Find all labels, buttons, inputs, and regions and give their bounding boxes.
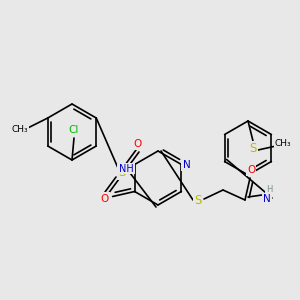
Text: O: O bbox=[102, 195, 110, 205]
Text: S: S bbox=[249, 142, 257, 155]
Text: N: N bbox=[182, 160, 190, 170]
Text: S: S bbox=[118, 166, 126, 178]
Text: CH₃: CH₃ bbox=[11, 125, 28, 134]
Text: S: S bbox=[194, 194, 202, 206]
Text: NH: NH bbox=[119, 164, 134, 173]
Text: O: O bbox=[247, 165, 255, 175]
Text: O: O bbox=[100, 194, 109, 203]
Text: O: O bbox=[134, 139, 142, 149]
Text: CH₃: CH₃ bbox=[275, 140, 291, 148]
Text: H: H bbox=[266, 184, 272, 194]
Text: N: N bbox=[263, 194, 271, 204]
Text: Cl: Cl bbox=[69, 125, 79, 135]
